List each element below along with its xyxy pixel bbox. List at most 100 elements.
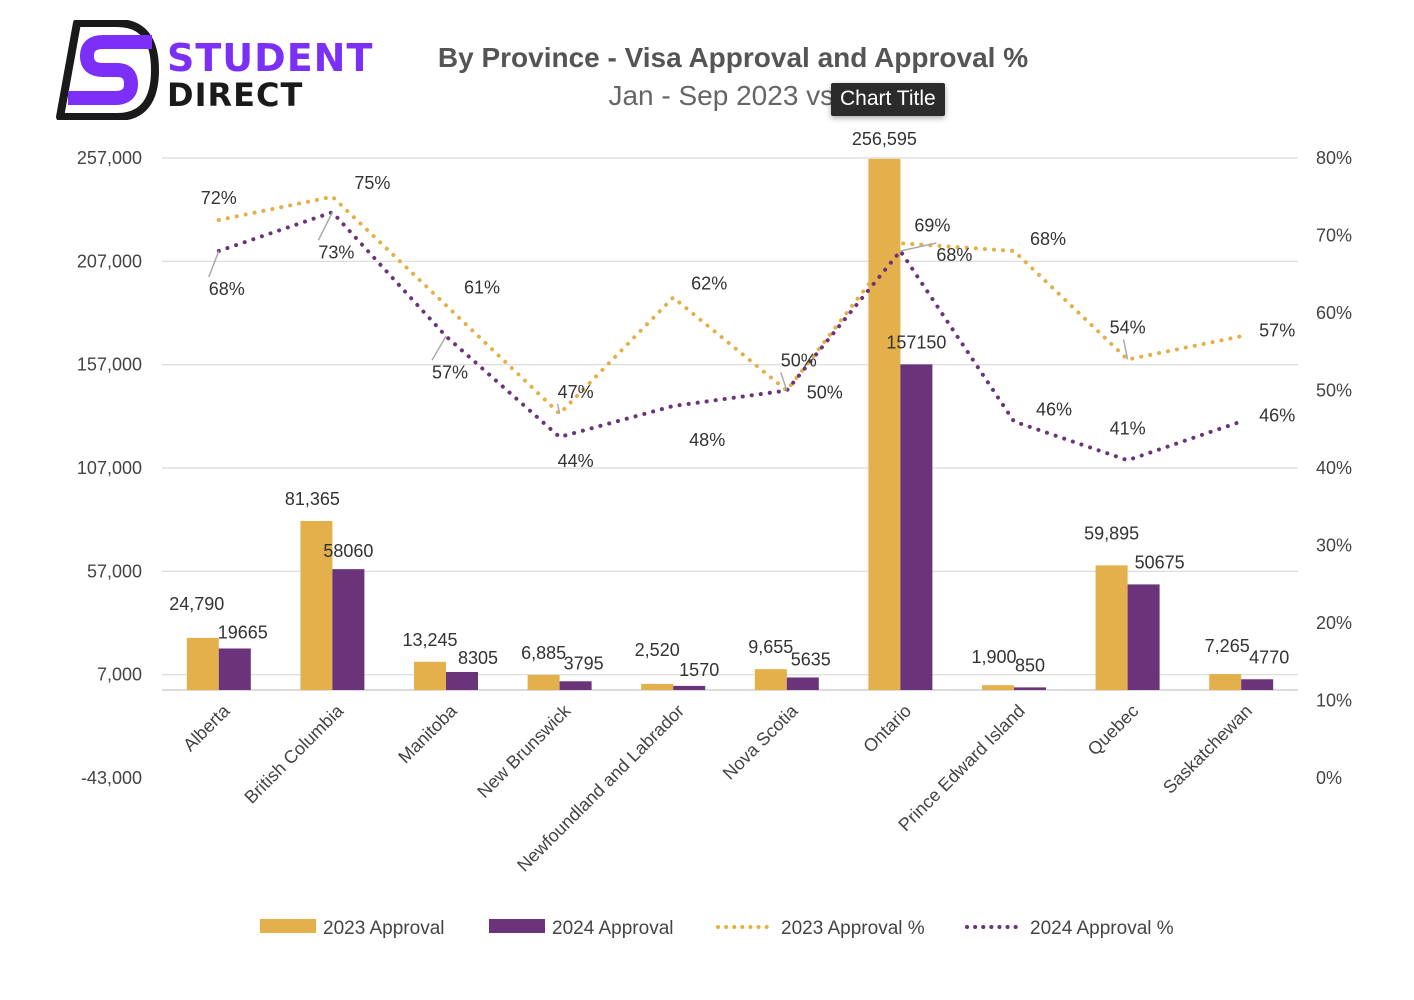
x-category-label: Alberta <box>179 700 234 755</box>
line-data-label: 50% <box>807 383 843 403</box>
x-category-label: Ontario <box>859 701 915 757</box>
bar <box>446 671 478 690</box>
bar-data-label: 256,595 <box>852 129 917 149</box>
bar <box>1014 687 1046 690</box>
bar <box>754 669 787 690</box>
bar-data-label: 4770 <box>1249 647 1289 667</box>
leader-line <box>1122 339 1129 360</box>
y-right-tick-label: 20% <box>1316 613 1352 633</box>
y-right-tick-label: 40% <box>1316 458 1352 478</box>
bar <box>218 648 251 690</box>
y-left-tick-label: 107,000 <box>77 458 142 478</box>
bar <box>414 661 446 690</box>
x-category-label: Prince Edward Island <box>894 701 1028 835</box>
y-right-tick-label: 80% <box>1316 148 1352 168</box>
x-category-label: Saskatchewan <box>1159 701 1256 798</box>
leader-line <box>780 372 788 391</box>
line-data-label: 75% <box>354 173 390 193</box>
logo-text-direct: DIRECT <box>167 76 304 114</box>
line-data-label: 54% <box>1110 318 1146 338</box>
y-right-tick-label: 10% <box>1316 691 1352 711</box>
bar-data-label: 8305 <box>458 648 498 668</box>
line-data-label: 48% <box>689 430 725 450</box>
line-data-label: 72% <box>201 188 237 208</box>
bar-data-label: 59,895 <box>1084 523 1139 543</box>
legend-label: 2023 Approval <box>323 918 445 939</box>
logo-mark-icon <box>56 19 159 121</box>
bar <box>1241 679 1274 690</box>
legend-swatch <box>489 919 545 933</box>
bar-data-label: 1,900 <box>971 647 1016 667</box>
leader-line <box>900 242 937 252</box>
line-data-label: 73% <box>318 242 354 262</box>
line-data-label: 57% <box>1259 320 1295 340</box>
bar-data-label: 9,655 <box>748 637 793 657</box>
legend-label: 2023 Approval % <box>781 918 925 939</box>
y-left-tick-label: 207,000 <box>77 251 142 271</box>
bar-data-label: 24,790 <box>169 594 224 614</box>
leader-line <box>556 403 561 414</box>
line-2023-approval-pct <box>216 194 1244 417</box>
bar <box>982 685 1014 690</box>
line-data-label: 68% <box>936 245 972 265</box>
line-data-label: 44% <box>558 451 594 471</box>
bar <box>1095 565 1128 690</box>
line-data-label: 57% <box>432 362 468 382</box>
bar-data-label: 50675 <box>1135 552 1185 572</box>
bar <box>1209 674 1242 690</box>
x-category-label: New Brunswick <box>473 700 575 802</box>
bar-data-label: 3795 <box>564 653 604 673</box>
y-right-tick-label: 60% <box>1316 303 1352 323</box>
y-left-tick-label: 57,000 <box>87 561 142 581</box>
line-data-label: 47% <box>558 382 594 402</box>
leader-line <box>431 335 447 361</box>
line-data-label: 46% <box>1036 400 1072 420</box>
line-data-label: 46% <box>1259 406 1295 426</box>
bar-data-label: 1570 <box>679 660 719 680</box>
x-category-label: Quebec <box>1084 701 1143 760</box>
bar <box>300 520 333 690</box>
bar-data-label: 157150 <box>886 332 946 352</box>
bar-data-label: 2,520 <box>635 640 680 660</box>
y-right-tick-label: 70% <box>1316 226 1352 246</box>
bar <box>673 685 706 690</box>
legend-label: 2024 Approval % <box>1030 918 1174 939</box>
leader-line <box>317 211 334 241</box>
bar-data-label: 13,245 <box>402 630 457 650</box>
line-data-label: 68% <box>1030 229 1066 249</box>
line-data-label: 68% <box>209 279 245 299</box>
y-right-tick-label: 30% <box>1316 536 1352 556</box>
bar-data-label: 19665 <box>218 622 268 642</box>
bar-data-label: 7,265 <box>1205 636 1250 656</box>
chart-title: By Province - Visa Approval and Approval… <box>437 42 1029 73</box>
line-data-label: 61% <box>464 277 500 297</box>
logo-text-student: STUDENT <box>167 36 374 80</box>
line-2024-approval-pct <box>216 209 1244 463</box>
bar-data-label: 58060 <box>323 541 373 561</box>
bar <box>641 683 674 690</box>
line-data-label: 62% <box>691 274 727 294</box>
bar-data-label: 6,885 <box>521 643 566 663</box>
line-data-label: 41% <box>1110 418 1146 438</box>
bar <box>559 681 592 690</box>
y-right-tick-label: 50% <box>1316 381 1352 401</box>
bar <box>868 158 901 690</box>
legend-label: 2024 Approval <box>552 918 674 939</box>
chart-subtitle: Jan - Sep 2023 vs 2 <box>608 80 858 111</box>
x-category-label: Nova Scotia <box>719 700 802 783</box>
y-left-tick-label: 7,000 <box>97 665 142 685</box>
student-direct-logo: STUDENT DIRECT <box>55 19 375 121</box>
bar-data-label: 81,365 <box>285 489 340 509</box>
y-left-tick-label: 157,000 <box>77 355 142 375</box>
bar <box>900 364 933 690</box>
line-data-label: 50% <box>781 351 817 371</box>
y-left-tick-label: -43,000 <box>81 768 142 788</box>
bar <box>332 569 365 690</box>
y-right-tick-label: 0% <box>1316 768 1342 788</box>
bar <box>1127 584 1160 690</box>
bar <box>186 637 219 690</box>
leader-line <box>208 250 220 278</box>
bar-data-label: 850 <box>1015 655 1045 675</box>
bar-data-label: 5635 <box>791 649 831 669</box>
y-left-tick-label: 257,000 <box>77 148 142 168</box>
